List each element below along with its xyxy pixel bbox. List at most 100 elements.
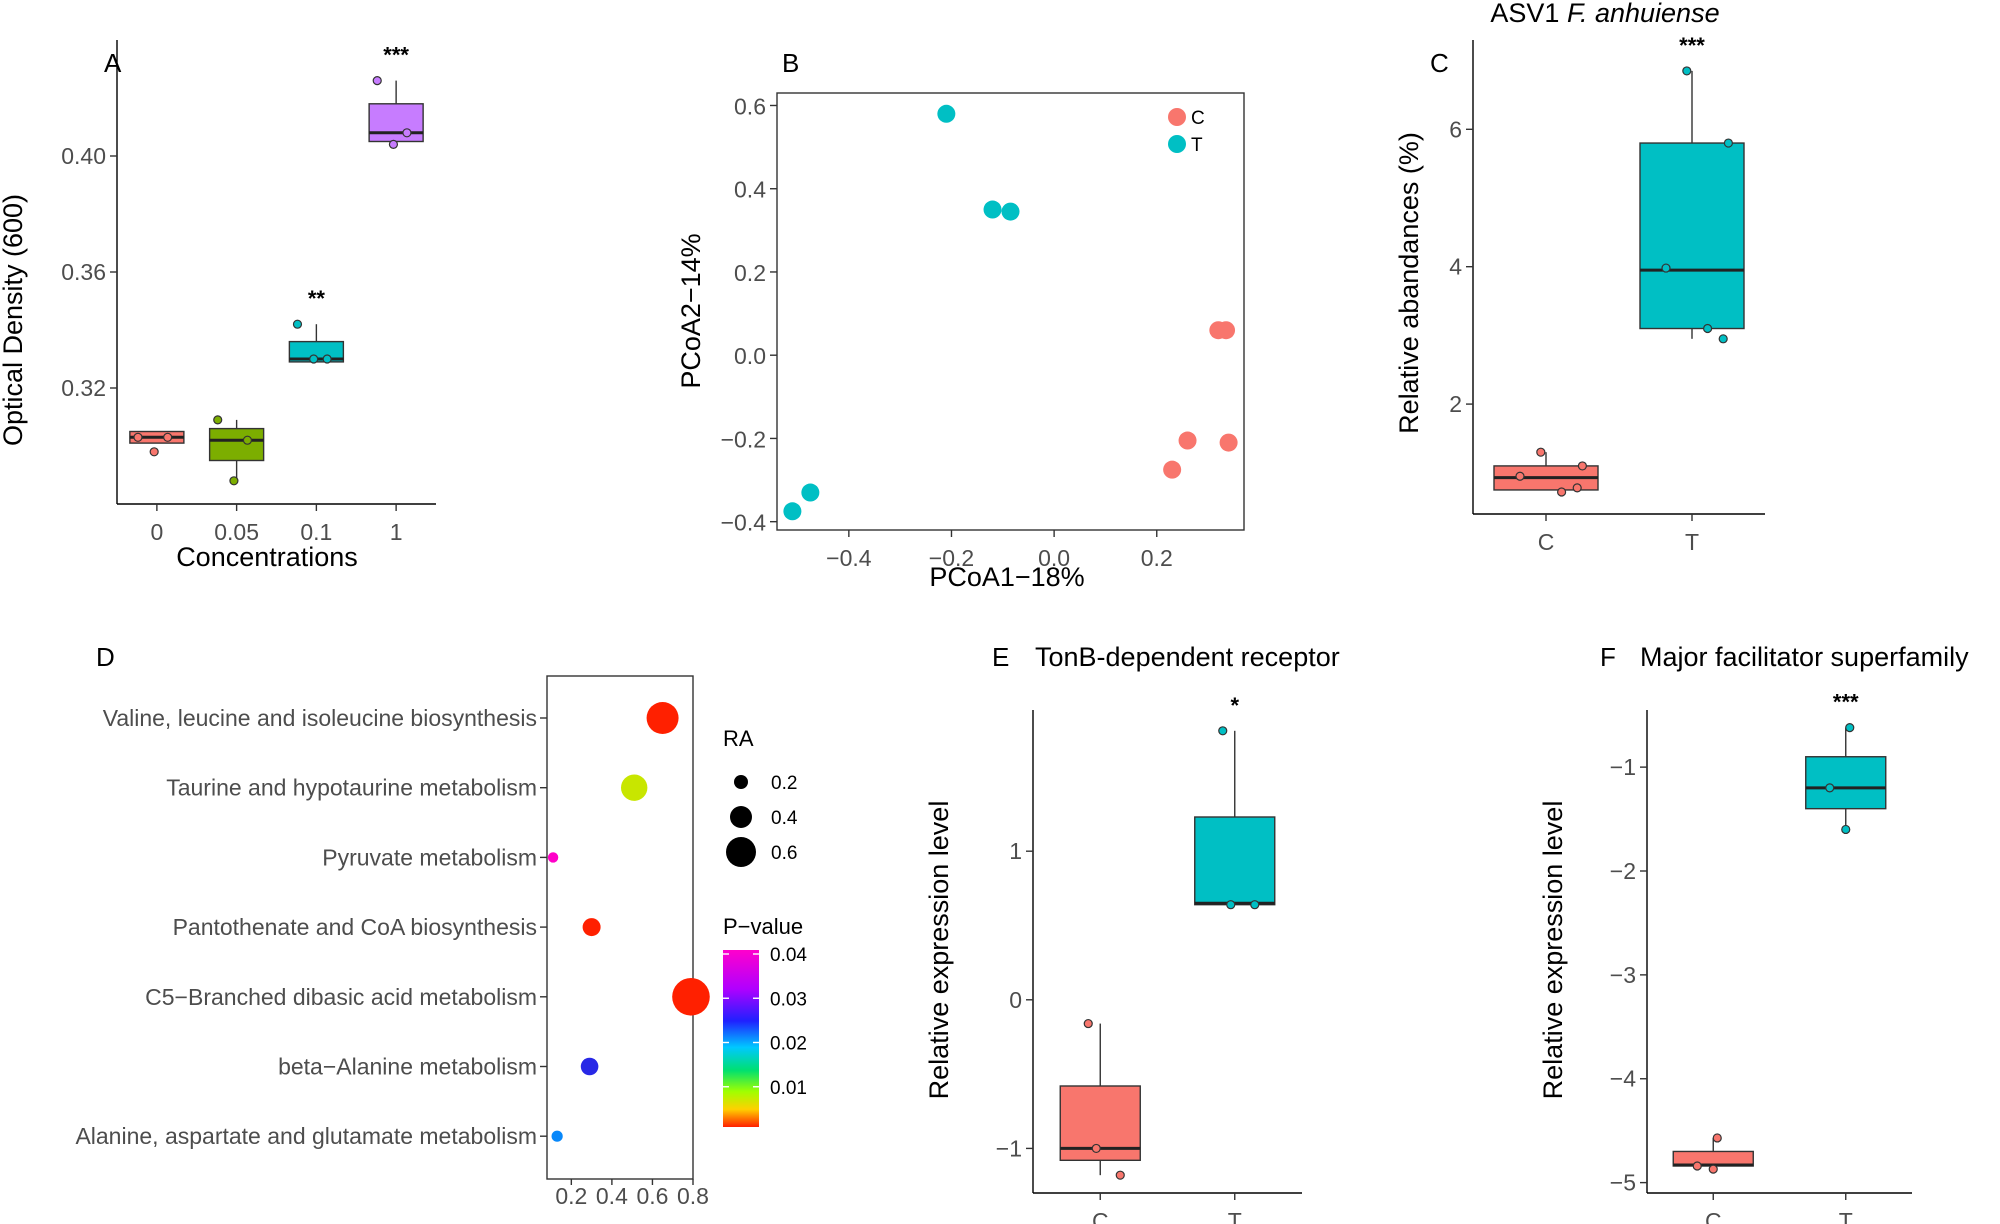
bubble (580, 1057, 599, 1076)
panel-b-letter: B (782, 48, 799, 78)
panel-c-ylabel: Relative abandances (%) (1394, 132, 1424, 434)
panel-b-plot: −0.4 −0.2 0.0 0.2 −0.4 −0.2 0.0 0.2 0.4 0.6 CT (721, 92, 1245, 571)
y-tick-label: 0.4 (734, 177, 766, 203)
panel-d-letter: D (96, 642, 115, 672)
data-point (1226, 900, 1236, 910)
data-point (149, 447, 159, 457)
box-T (1194, 816, 1276, 906)
y-tick-label: −2 (1610, 858, 1636, 884)
significance-label: *** (1679, 33, 1705, 58)
panel-e-plot: −1 0 1 C T * (996, 693, 1302, 1224)
y-tick-label: 0 (1009, 987, 1022, 1013)
data-point (1723, 138, 1734, 148)
data-point (1841, 824, 1851, 835)
pvalue-legend-label: 0.02 (770, 1034, 807, 1055)
data-point (1115, 1170, 1125, 1180)
data-point (1718, 334, 1728, 344)
pathway-label: Valine, leucine and isoleucine biosynthe… (103, 705, 537, 731)
data-point (1577, 461, 1588, 471)
panel-d-plot: Valine, leucine and isoleucine biosynthe… (75, 675, 710, 1209)
x-tick-label: −0.4 (826, 545, 872, 571)
data-point (1556, 487, 1567, 497)
data-point (322, 354, 332, 364)
bubble (582, 918, 601, 937)
y-tick-label: −4 (1610, 1066, 1636, 1092)
data-point (1702, 323, 1713, 334)
bubble (646, 702, 679, 734)
data-point (402, 128, 412, 138)
pvalue-legend-title: P−value (723, 914, 803, 939)
x-tick-label: 0 (150, 519, 163, 545)
data-point (242, 435, 253, 445)
panel-f-letter: F (1600, 642, 1616, 672)
box-T (1639, 142, 1745, 330)
y-tick-label: 0.2 (734, 260, 766, 286)
point-C (1163, 460, 1182, 479)
x-tick-label: 0.2 (555, 1183, 587, 1209)
x-tick-label: 0.6 (636, 1183, 668, 1209)
panel-c-letter: C (1430, 48, 1449, 78)
ra-legend-key (734, 775, 748, 789)
panel-f-title: Major facilitator superfamily (1640, 642, 1969, 672)
legend-label-T: T (1191, 135, 1203, 156)
panel-f-plot: −5 −4 −3 −2 −1 C T *** (1610, 690, 1912, 1224)
bubble (547, 852, 559, 863)
pathway-label: Pyruvate metabolism (322, 844, 537, 870)
x-tick-label: 0.05 (214, 519, 259, 545)
panel-a-letter: A (104, 48, 122, 78)
panel-e: E TonB-dependent receptor −1 0 1 C T * Relati… (924, 642, 1340, 1224)
point-T (983, 200, 1002, 219)
y-tick-label: −3 (1610, 962, 1636, 988)
y-tick-label: 0.6 (734, 93, 766, 119)
data-point (309, 354, 319, 364)
x-tick-label: C (1092, 1208, 1109, 1224)
data-point (1572, 483, 1582, 493)
data-point (213, 415, 223, 425)
data-point (1083, 1018, 1093, 1029)
pvalue-legend-label: 0.03 (770, 989, 807, 1010)
point-C (1219, 433, 1238, 452)
x-tick-label: 0.8 (677, 1183, 709, 1209)
bubble (672, 978, 710, 1016)
ra-legend-key (730, 806, 752, 828)
y-tick-label: −0.4 (721, 510, 767, 536)
panel-f: F Major facilitator superfamily −5 −4 −3 −2… (1538, 642, 1969, 1224)
panel-c: C ASV1 F. anhuiense 2 4 6 C T *** Relative ab… (1394, 0, 1765, 555)
y-tick-label: 1 (1009, 838, 1022, 864)
plot-frame (776, 92, 1245, 531)
panel-b-ylabel: PCoA2−14% (676, 233, 706, 388)
data-point (133, 432, 143, 442)
panel-e-ylabel: Relative expression level (924, 801, 954, 1100)
x-tick-label: 1 (390, 519, 403, 545)
legend-key-T (1168, 135, 1186, 153)
panel-e-title: TonB-dependent receptor (1035, 642, 1340, 672)
ra-legend-label: 0.4 (771, 808, 798, 829)
y-tick-label: 4 (1449, 254, 1462, 280)
data-point (388, 139, 399, 149)
legend-key-C (1168, 108, 1186, 126)
ra-legend-key (726, 837, 756, 867)
panel-d-legend: RA P−value 0.2 0.4 0.6 0.04 0.03 0.02 0.01 (723, 726, 807, 1127)
y-tick-label: 6 (1449, 116, 1462, 142)
y-tick-label: 0.40 (61, 143, 106, 169)
data-point (1250, 900, 1260, 910)
data-point (1712, 1133, 1722, 1143)
point-T (801, 483, 820, 502)
data-point (1682, 66, 1692, 76)
panel-b-xlabel: PCoA1−18% (929, 562, 1084, 592)
data-point (1825, 783, 1835, 793)
x-tick-label: −0.2 (929, 545, 974, 571)
y-tick-label: −1 (1610, 754, 1636, 780)
plot-frame (546, 675, 694, 1180)
data-point (1661, 263, 1671, 273)
panel-a-plot: 0.32 0.36 0.40 0 0.05 0.1 ** 1 *** (61, 40, 436, 545)
x-tick-label: 0.4 (596, 1183, 628, 1209)
point-C (1217, 321, 1236, 340)
point-C (1178, 431, 1197, 450)
y-tick-label: 0.0 (734, 343, 766, 369)
x-tick-label: T (1685, 529, 1699, 555)
data-point (1536, 447, 1546, 457)
pvalue-colorbar (723, 950, 759, 1127)
y-tick-label: 0.36 (61, 259, 106, 285)
